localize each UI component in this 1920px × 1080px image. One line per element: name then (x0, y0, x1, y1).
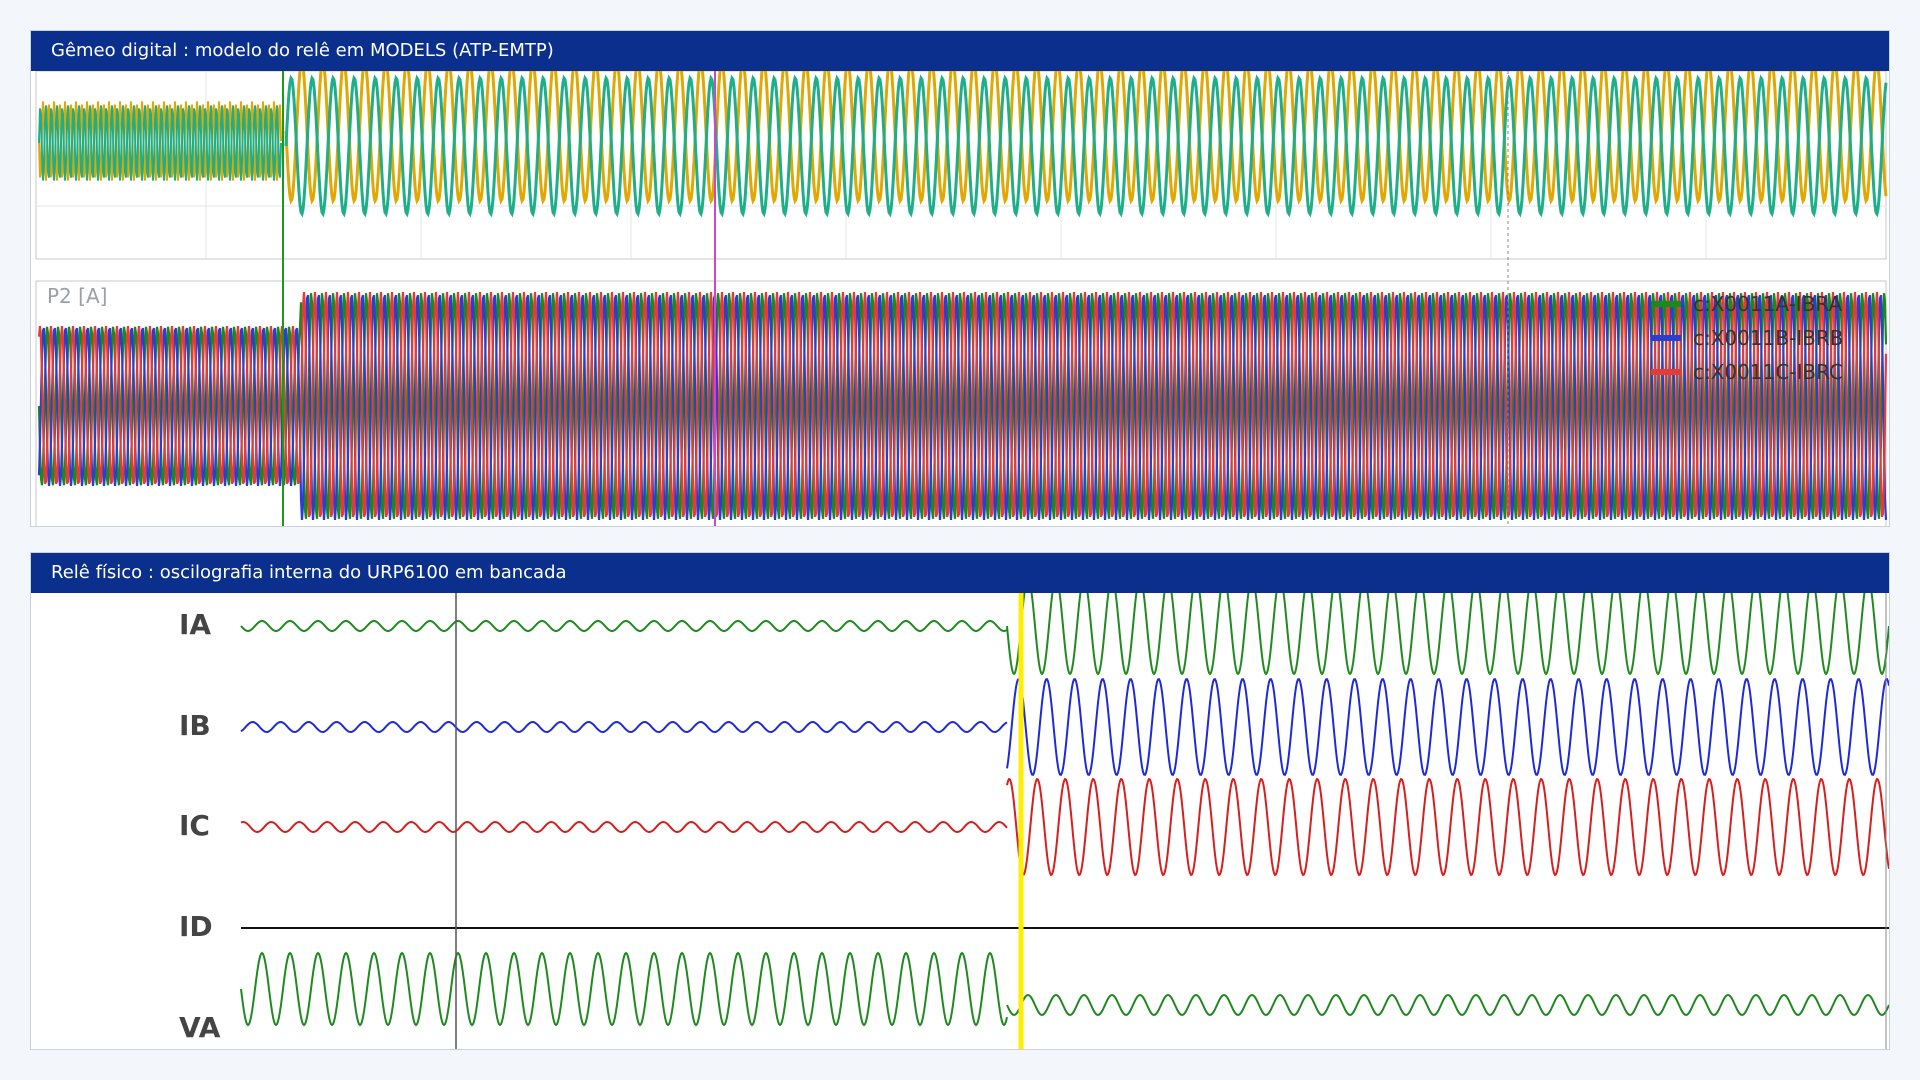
ia-trace (1006, 593, 1889, 676)
physical-relay-oscillogram (240, 593, 1889, 1049)
legend-swatch (1651, 335, 1681, 341)
current-c-trace (37, 292, 1888, 518)
legend-label: c:X0011A-IBRA (1693, 292, 1843, 316)
ia-prefault-trace (240, 619, 1008, 633)
ib-trace (1006, 678, 1889, 776)
legend-item-ibrb: c:X0011B-IBRB (1651, 321, 1844, 355)
va-trace (1006, 993, 1889, 1017)
current-b-trace (37, 294, 1888, 520)
channel-label-ib: IB (179, 709, 211, 742)
legend-swatch (1651, 369, 1681, 375)
ic-trace (1006, 777, 1889, 877)
legend-item-ibrc: c:X0011C-IBRC (1651, 355, 1844, 389)
channel-label-id: ID (179, 910, 213, 943)
legend-label: c:X0011C-IBRC (1693, 360, 1843, 384)
physical-relay-panel-title: Relê físico : oscilografia interna do UR… (31, 553, 1889, 593)
channel-label-ic: IC (179, 809, 210, 842)
channel-label-ia: IA (179, 608, 212, 641)
phase-b-trace (284, 74, 1888, 218)
legend-swatch (1651, 301, 1681, 307)
ic-prefault-trace (240, 820, 1008, 834)
legend: c:X0011A-IBRA c:X0011B-IBRB c:X0011C-IBR… (1651, 287, 1844, 389)
digital-twin-panel-title: Gêmeo digital : modelo do relê em MODELS… (31, 31, 1889, 71)
va-prefault-trace (240, 951, 1008, 1027)
physical-relay-panel: Relê físico : oscilografia interna do UR… (30, 552, 1890, 1050)
digital-twin-panel: Gêmeo digital : modelo do relê em MODELS… (30, 30, 1890, 527)
legend-label: c:X0011B-IBRB (1693, 326, 1844, 350)
ib-prefault-trace (240, 720, 1008, 734)
digital-twin-oscillogram (35, 71, 1888, 526)
legend-item-ibra: c:X0011A-IBRA (1651, 287, 1844, 321)
subplot-label: P2 [A] (47, 284, 108, 308)
phase-b-prefault-trace (38, 105, 282, 181)
channel-label-va: VA (179, 1011, 221, 1044)
